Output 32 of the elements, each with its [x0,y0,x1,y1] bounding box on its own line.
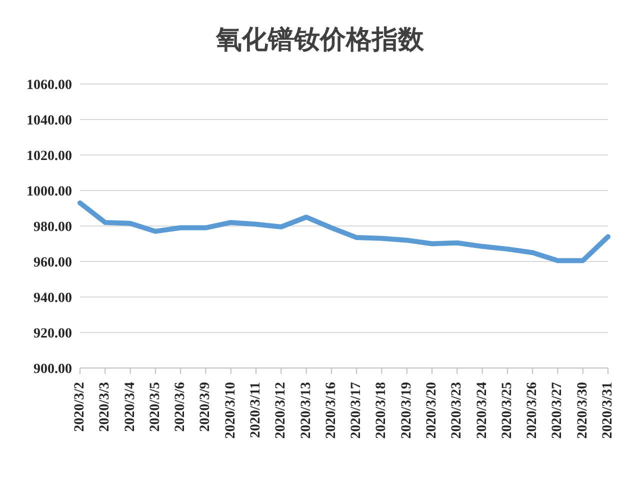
x-tick-label: 2020/3/6 [173,382,188,432]
y-tick-label: 940.00 [34,290,72,306]
y-tick-label: 960.00 [34,255,72,270]
x-tick-label: 2020/3/9 [198,382,214,432]
y-tick-label: 1060.00 [26,78,72,93]
x-tick-label: 2020/3/24 [474,382,490,439]
x-tick-label: 2020/3/25 [500,382,515,439]
y-tick-label: 900.00 [34,362,72,377]
chart-title: 氧化镨钕价格指数 [214,24,425,57]
x-tick-label: 2020/3/31 [600,382,616,439]
x-tick-label: 2020/3/17 [349,382,364,439]
x-tick-label: 2020/3/10 [223,382,238,439]
y-tick-label: 1040.00 [26,113,72,128]
x-tick-label: 2020/3/18 [374,382,390,439]
x-tick-label: 2020/3/2 [72,382,88,432]
x-tick-label: 2020/3/20 [424,382,440,439]
x-tick-label: 2020/3/30 [575,382,590,439]
x-tick-label: 2020/3/11 [248,382,264,438]
x-tick-label: 2020/3/4 [122,382,138,432]
y-tick-label: 920.00 [34,326,72,342]
x-tick-label: 2020/3/19 [399,382,414,439]
x-tick-label: 2020/3/23 [450,382,465,439]
x-tick-label: 2020/3/12 [274,382,289,439]
x-tick-label: 2020/3/26 [525,382,540,439]
x-tick-label: 2020/3/16 [324,382,339,439]
x-tick-label: 2020/3/3 [98,382,113,432]
x-tick-label: 2020/3/13 [298,382,314,439]
y-tick-label: 980.00 [34,220,72,235]
y-tick-label: 1020.00 [26,148,72,164]
x-tick-label: 2020/3/27 [550,382,566,439]
x-tick-label: 2020/3/5 [148,382,163,432]
y-tick-label: 1000.00 [26,184,72,200]
